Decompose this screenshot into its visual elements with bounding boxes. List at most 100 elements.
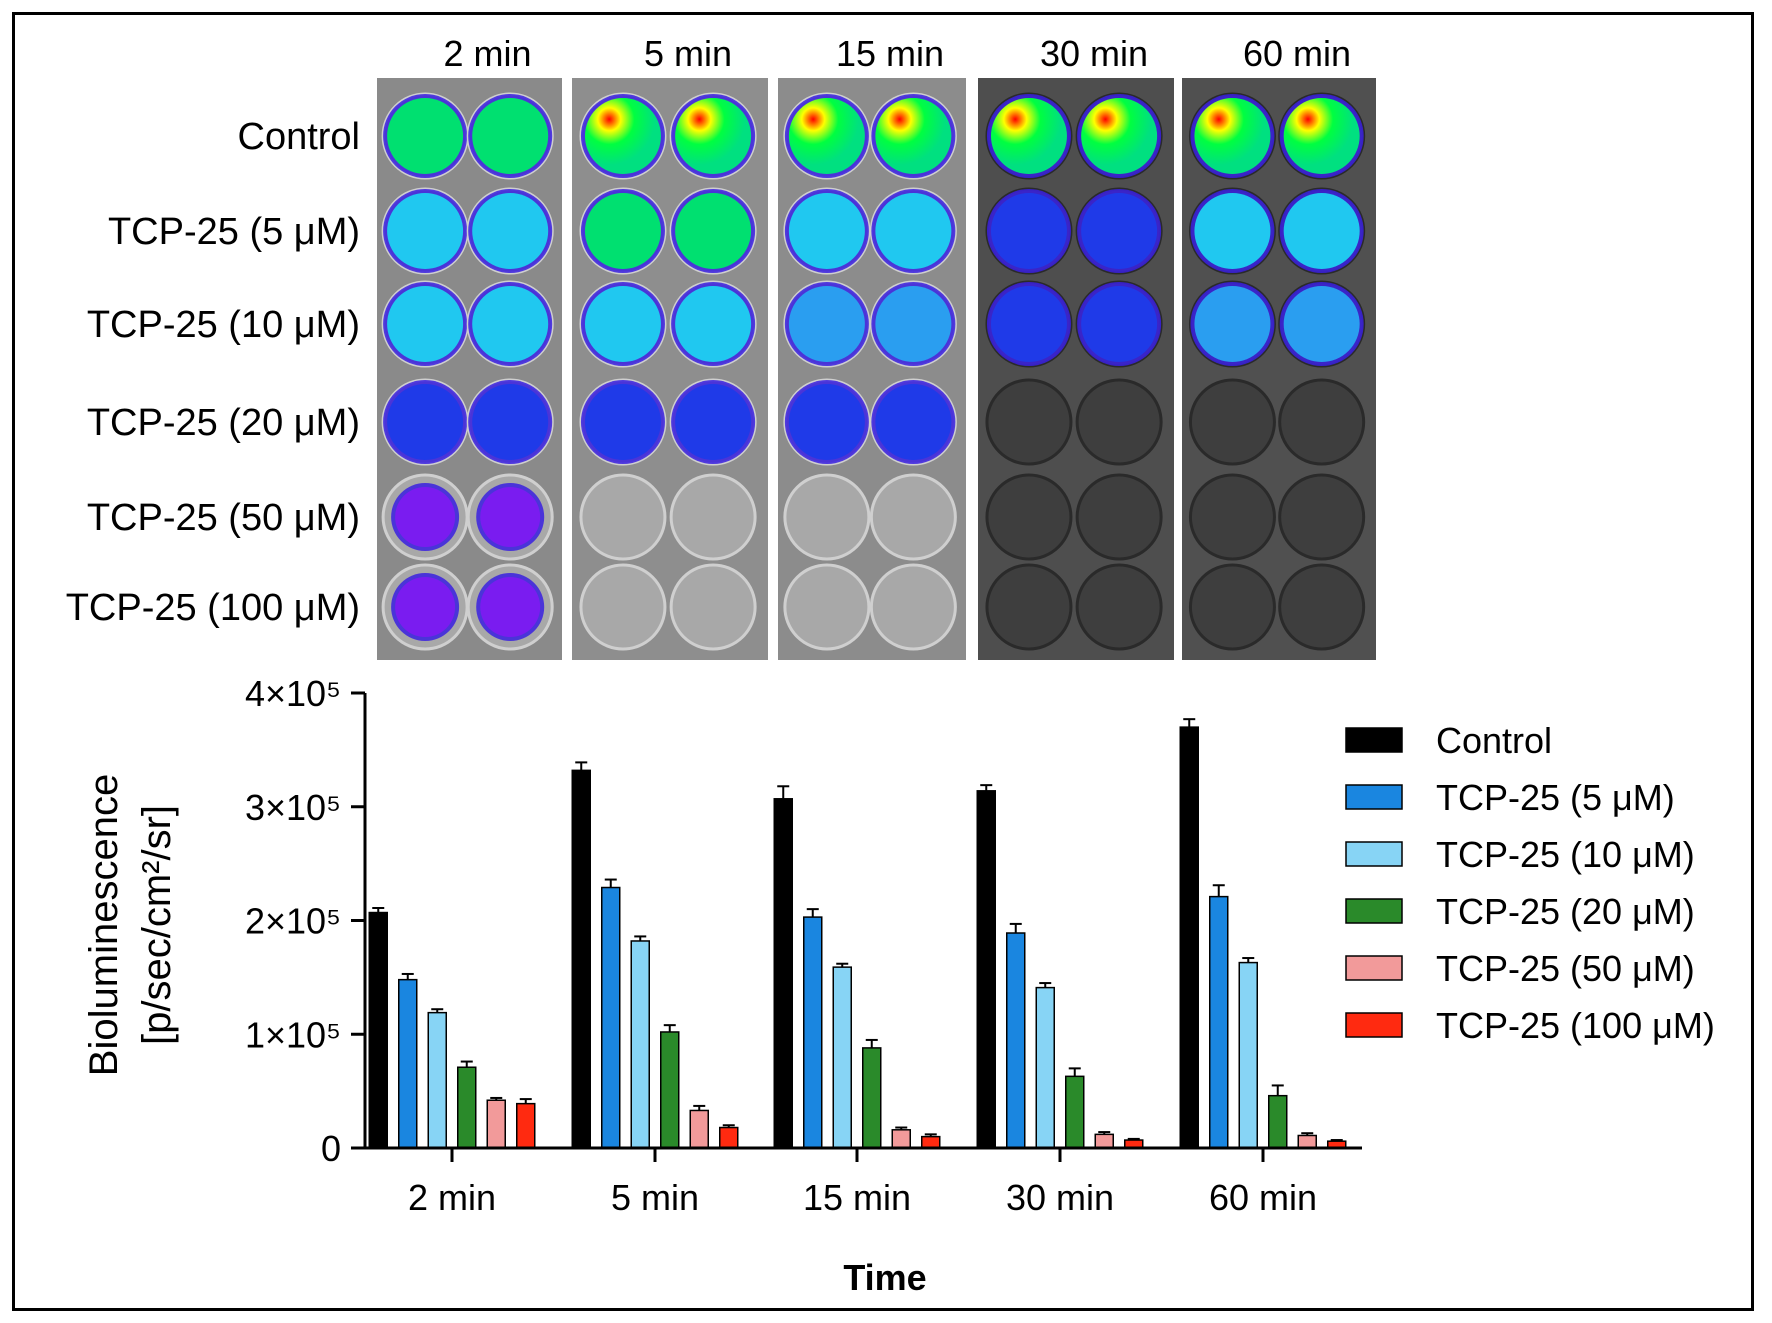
- condition-row-label: TCP-25 (5 μM): [108, 211, 360, 253]
- luminescence-signal: [788, 98, 865, 174]
- plate-well: [869, 563, 957, 651]
- luminescence-signal: [584, 384, 661, 460]
- legend-label: TCP-25 (20 μM): [1436, 891, 1695, 932]
- luminescence-signal: [1081, 286, 1158, 362]
- bar: [398, 978, 418, 1149]
- bar: [976, 790, 996, 1149]
- y-tick-label: 3×10⁵: [245, 787, 341, 828]
- plate-well: [1188, 473, 1276, 561]
- x-axis: 2 min 5 min 15 min 30 min 60 min: [365, 1146, 1362, 1218]
- timepoint-header: 30 min: [1040, 33, 1148, 74]
- bar: [368, 911, 388, 1149]
- bar: [1297, 1134, 1317, 1149]
- plate-well: [1075, 473, 1163, 561]
- bar: [660, 1031, 680, 1149]
- legend-swatch: [1345, 841, 1403, 867]
- luminescence-signal: [990, 286, 1067, 362]
- luminescence-signal: [472, 193, 549, 269]
- legend-swatch: [1345, 1012, 1403, 1038]
- x-axis-label: Time: [843, 1257, 926, 1298]
- luminescence-signal: [875, 286, 952, 362]
- bar: [1238, 961, 1258, 1149]
- plate-well: [579, 473, 667, 561]
- bar: [1179, 726, 1199, 1149]
- timepoint-header: 5 min: [644, 33, 732, 74]
- luminescence-signal: [1194, 193, 1271, 269]
- condition-row-label: TCP-25 (50 μM): [87, 497, 360, 539]
- luminescence-signal: [584, 193, 661, 269]
- bar-chart: 0 1×10⁵ 2×10⁵ 3×10⁵ 4×10⁵ 2 min 5 min 15 min 30…: [82, 673, 1715, 1298]
- bar: [862, 1047, 882, 1149]
- timepoint-header: 60 min: [1243, 33, 1351, 74]
- condition-row-labels: Control TCP-25 (5 μM) TCP-25 (10 μM) TCP-25…: [66, 116, 360, 629]
- luminescence-signal: [675, 193, 752, 269]
- bar: [427, 1011, 447, 1149]
- luminescence-signal: [990, 98, 1067, 174]
- plate-well: [869, 473, 957, 561]
- legend-swatch: [1345, 898, 1403, 924]
- plate-well: [985, 378, 1073, 466]
- x-tick-label: 5 min: [611, 1177, 699, 1218]
- plate-well: [1188, 378, 1276, 466]
- condition-row-label: TCP-25 (10 μM): [87, 304, 360, 346]
- bar: [832, 966, 852, 1149]
- x-tick-label: 15 min: [803, 1177, 911, 1218]
- y-tick-label: 4×10⁵: [245, 673, 341, 714]
- luminescence-signal: [480, 487, 541, 547]
- condition-row-label: TCP-25 (100 μM): [66, 587, 360, 629]
- bar: [486, 1099, 506, 1149]
- legend-label: TCP-25 (50 μM): [1436, 948, 1695, 989]
- bar: [803, 916, 823, 1149]
- luminescence-signal: [395, 487, 456, 547]
- luminescence-signal: [675, 384, 752, 460]
- luminescence-signal: [472, 384, 549, 460]
- condition-row-label: TCP-25 (20 μM): [87, 402, 360, 444]
- legend-swatch: [1345, 955, 1403, 981]
- luminescence-signal: [875, 193, 952, 269]
- plate-well: [579, 563, 667, 651]
- plate-well: [1188, 563, 1276, 651]
- bar: [630, 940, 650, 1149]
- imaging-plates: [377, 78, 1376, 660]
- y-tick-label: 2×10⁵: [245, 901, 341, 942]
- plate-well: [669, 473, 757, 561]
- y-tick-label: 0: [321, 1128, 341, 1169]
- luminescence-signal: [1081, 193, 1158, 269]
- legend-label: TCP-25 (10 μM): [1436, 834, 1695, 875]
- luminescence-signal: [675, 286, 752, 362]
- y-axis-label: Bioluminescence: [82, 774, 126, 1076]
- y-axis: 0 1×10⁵ 2×10⁵ 3×10⁵ 4×10⁵: [245, 673, 367, 1169]
- luminescence-signal: [1283, 193, 1360, 269]
- timepoint-header: 2 min: [443, 33, 531, 74]
- plate-well: [783, 563, 871, 651]
- bar: [1065, 1075, 1085, 1149]
- luminescence-signal: [584, 98, 661, 174]
- luminescence-signal: [480, 577, 541, 637]
- legend-label: TCP-25 (100 μM): [1436, 1005, 1715, 1046]
- legend-swatch: [1345, 784, 1403, 810]
- y-tick-label: 1×10⁵: [245, 1014, 341, 1055]
- x-tick-label: 60 min: [1209, 1177, 1317, 1218]
- luminescence-signal: [1283, 286, 1360, 362]
- condition-row-label: Control: [238, 116, 361, 158]
- bar: [601, 886, 621, 1149]
- bar: [1094, 1133, 1114, 1149]
- figure-frame: [12, 12, 1754, 1311]
- luminescence-signal: [1194, 286, 1271, 362]
- luminescence-signal: [788, 286, 865, 362]
- luminescence-signal: [1194, 98, 1271, 174]
- luminescence-signal: [990, 193, 1067, 269]
- bar: [921, 1135, 941, 1149]
- chart-legend: Control TCP-25 (5 μM) TCP-25 (10 μM) TCP-25…: [1345, 720, 1715, 1046]
- luminescence-signal: [875, 384, 952, 460]
- bar: [1209, 895, 1229, 1149]
- plate-well: [1278, 378, 1366, 466]
- bar: [891, 1129, 911, 1149]
- luminescence-signal: [395, 577, 456, 637]
- legend-swatch: [1345, 727, 1403, 753]
- legend-label: Control: [1436, 720, 1552, 761]
- luminescence-signal: [1283, 98, 1360, 174]
- luminescence-signal: [387, 384, 464, 460]
- bar: [773, 798, 793, 1149]
